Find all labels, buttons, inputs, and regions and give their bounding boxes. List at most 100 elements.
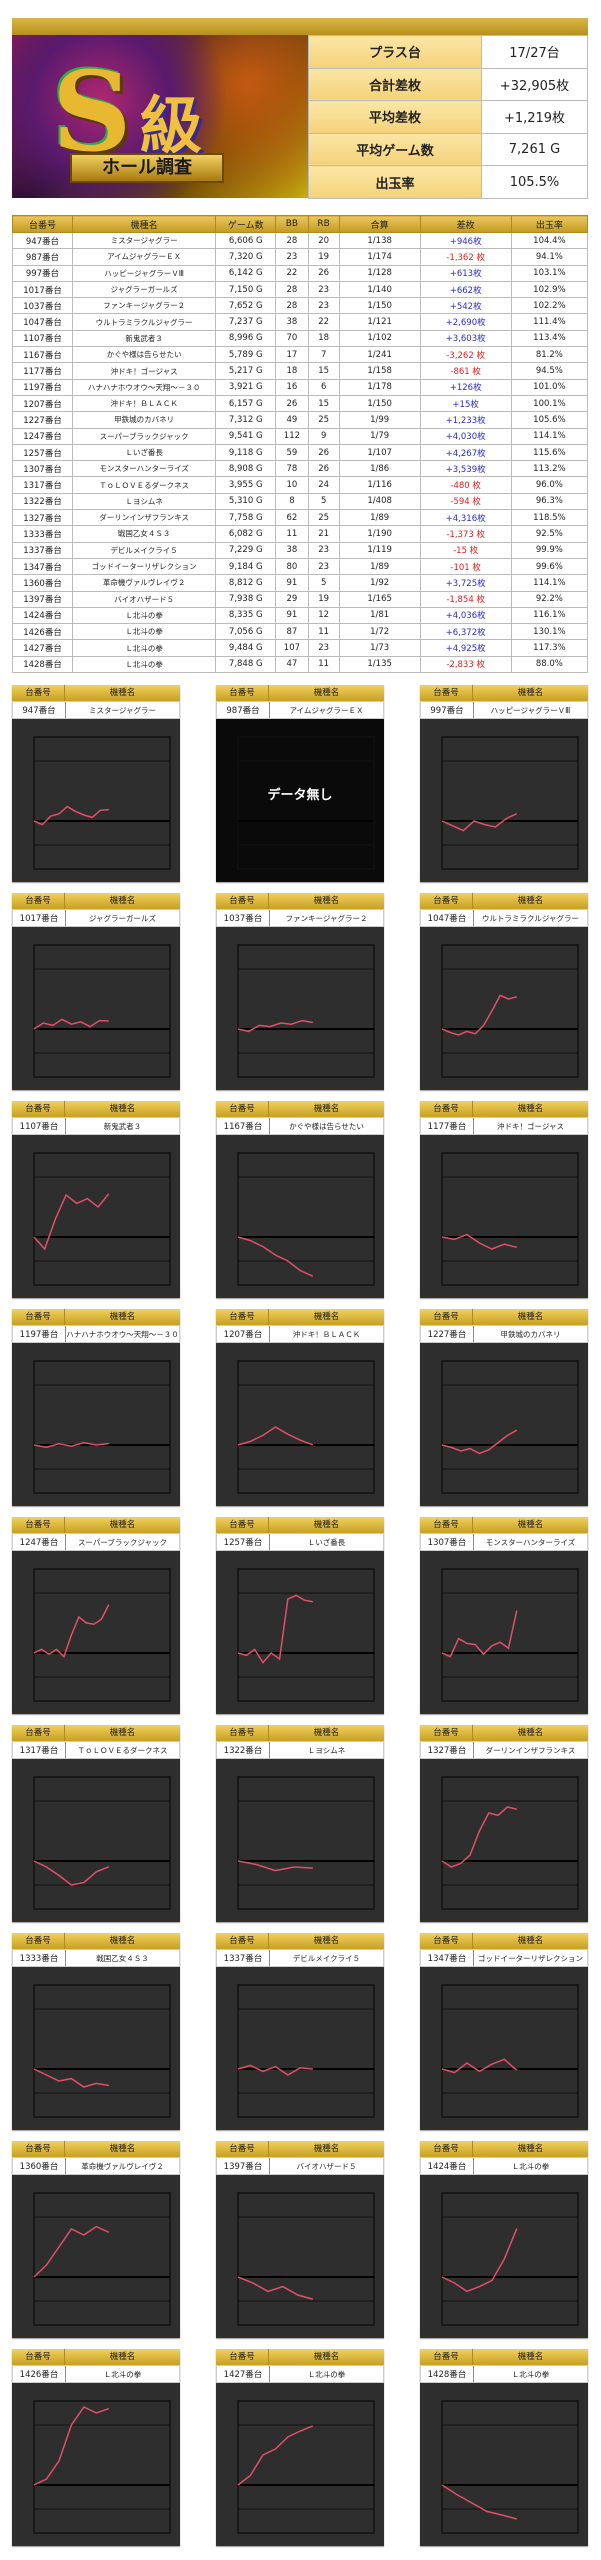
table-cell: 1/165 — [338, 590, 421, 608]
table-cell: 96.3% — [510, 492, 589, 511]
table-cell: 1207番台 — [11, 394, 74, 413]
table-cell: 117.3% — [510, 639, 589, 657]
table-cell: +946枚 — [419, 231, 512, 250]
logo-banner: ホール調査 — [70, 153, 224, 183]
table-row: 1360番台 革命機ヴァルヴレイヴ２ 8,812 G 91 5 1/92 +3,725枚 11… — [11, 574, 589, 592]
table-cell: 1426番台 — [11, 623, 74, 641]
table-cell: 88.0% — [510, 655, 589, 674]
machine-chart-card: 台番号 機種名 1327番台 ダーリンインザフランキス — [420, 1725, 588, 1922]
table-cell: 1/135 — [338, 655, 421, 674]
difference-line — [441, 812, 518, 832]
no-data-text: データ無し — [267, 787, 332, 803]
table-cell: +4,925枚 — [419, 639, 512, 657]
table-cell: ファンキージャグラー２ — [72, 297, 217, 315]
table-cell: 6,142 G — [215, 264, 277, 282]
difference-line — [33, 1018, 109, 1030]
summary-row: 出玉率 105.5% — [308, 165, 588, 199]
difference-line — [441, 1806, 517, 1868]
plot-frame — [33, 1360, 171, 1494]
summary-value: 105.5% — [481, 165, 588, 199]
difference-chart — [420, 1551, 588, 1714]
machine-chart-card: 台番号 機種名 1257番台 Ｌいざ番長 — [216, 1517, 384, 1714]
difference-line — [441, 2058, 518, 2074]
machine-chart-card: 台番号 機種名 1347番台 ゴッドイーターリザレクション — [420, 1933, 588, 2130]
table-cell: 17 — [275, 346, 309, 364]
table-cell: 18 — [275, 362, 309, 380]
card-machine-no: 1327番台 — [421, 1742, 474, 1758]
table-cell: 107 — [275, 639, 309, 657]
difference-chart — [420, 2175, 588, 2338]
table-cell: 22 — [307, 313, 340, 331]
table-cell: 19 — [307, 590, 340, 608]
table-row: 1333番台 戦国乙女４Ｓ３ 6,082 G 11 21 1/190 -1,373 枚 92.… — [11, 525, 589, 543]
table-cell: 9 — [307, 427, 340, 445]
difference-line — [33, 1860, 110, 1886]
s-class-hall-survey-logo: S 級 ホール調査 — [12, 35, 308, 198]
table-cell: 沖ドキ！ゴージャス — [72, 362, 217, 380]
table-cell: 1/86 — [338, 460, 421, 478]
table-cell: 11 — [307, 623, 340, 641]
table-cell: 6,082 G — [215, 525, 277, 543]
machine-results-table: 台番号 機種名 ゲーム数 BB RB 合算 差枚 出玉率 947番台 ミスタージャグラー 6,606… — [11, 215, 589, 674]
card-machine-no: 1347番台 — [421, 1950, 474, 1966]
table-cell: ハッピージャグラーＶⅢ — [72, 264, 217, 282]
card-label-name: 機種名 — [517, 2352, 544, 2362]
column-header: RB — [307, 215, 340, 233]
card-machine-name: スーパーブラックジャック — [77, 1538, 168, 1547]
plot-frame — [441, 2192, 579, 2326]
difference-chart — [420, 1759, 588, 1922]
plot-frame — [237, 1776, 375, 1910]
card-machine-no: 1322番台 — [217, 1742, 270, 1758]
table-row: 1307番台 モンスターハンターライズ 8,908 G 78 26 1/86 +3,539枚… — [11, 460, 589, 478]
table-cell: 1/138 — [338, 231, 421, 250]
card-machine-no: 1424番台 — [421, 2158, 474, 2174]
table-cell: -2,833 枚 — [419, 655, 512, 674]
plot-frame — [237, 736, 375, 870]
card-label-name: 機種名 — [109, 1728, 136, 1738]
card-machine-no: 1428番台 — [421, 2366, 474, 2382]
card-label-no: 台番号 — [216, 1517, 269, 1533]
table-cell: 1427番台 — [11, 639, 74, 657]
table-cell: 21 — [307, 525, 340, 543]
table-cell: 1/408 — [338, 492, 421, 511]
card-label-name: 機種名 — [109, 2352, 136, 2362]
card-machine-name: ダーリンインザフランキス — [485, 1746, 576, 1755]
card-label-no: 台番号 — [12, 1101, 65, 1117]
plot-frame — [33, 1152, 171, 1286]
card-label-no: 台番号 — [12, 685, 65, 701]
difference-chart — [420, 2383, 588, 2546]
table-cell: 94.1% — [510, 248, 589, 266]
card-label-no: 台番号 — [420, 2141, 473, 2157]
card-label-name: 機種名 — [517, 1104, 544, 1114]
table-cell: 23 — [307, 280, 340, 299]
table-cell: ジャグラーガールズ — [72, 280, 217, 299]
summary-label: プラス台 — [308, 35, 482, 69]
table-cell: +3,603枚 — [419, 329, 512, 348]
card-machine-no: 997番台 — [421, 702, 474, 718]
plot-frame — [33, 944, 171, 1078]
card-machine-name: 戦国乙女４Ｓ３ — [96, 1954, 149, 1963]
summary-value: +1,219枚 — [481, 100, 588, 134]
summary-row: 合計差枚 +32,905枚 — [308, 67, 588, 102]
card-label-no: 台番号 — [12, 1309, 65, 1325]
table-cell: 8,908 G — [215, 460, 277, 478]
column-header: ゲーム数 — [215, 215, 277, 233]
column-header: 台番号 — [11, 215, 74, 233]
table-cell: 新鬼武者３ — [72, 329, 217, 348]
table-cell: 116.1% — [510, 606, 589, 625]
card-machine-no: 1167番台 — [217, 1118, 270, 1134]
card-label-name: 機種名 — [109, 2144, 136, 2154]
summary-label: 平均ゲーム数 — [308, 132, 482, 167]
table-cell: 1/119 — [338, 541, 421, 559]
plot-frame — [441, 2400, 579, 2534]
summary-label: 平均差枚 — [308, 100, 482, 134]
table-cell: +542枚 — [419, 297, 512, 315]
table-cell: 8,335 G — [215, 606, 277, 625]
machine-chart-card: 台番号 機種名 1322番台 Ｌヨシムネ — [216, 1725, 384, 1922]
table-cell: 81.2% — [510, 346, 589, 364]
card-label-no: 台番号 — [216, 1309, 269, 1325]
difference-chart — [216, 927, 384, 1090]
table-cell: 7,320 G — [215, 248, 277, 266]
plot-frame — [441, 1776, 579, 1910]
card-machine-no: 947番台 — [13, 702, 66, 718]
